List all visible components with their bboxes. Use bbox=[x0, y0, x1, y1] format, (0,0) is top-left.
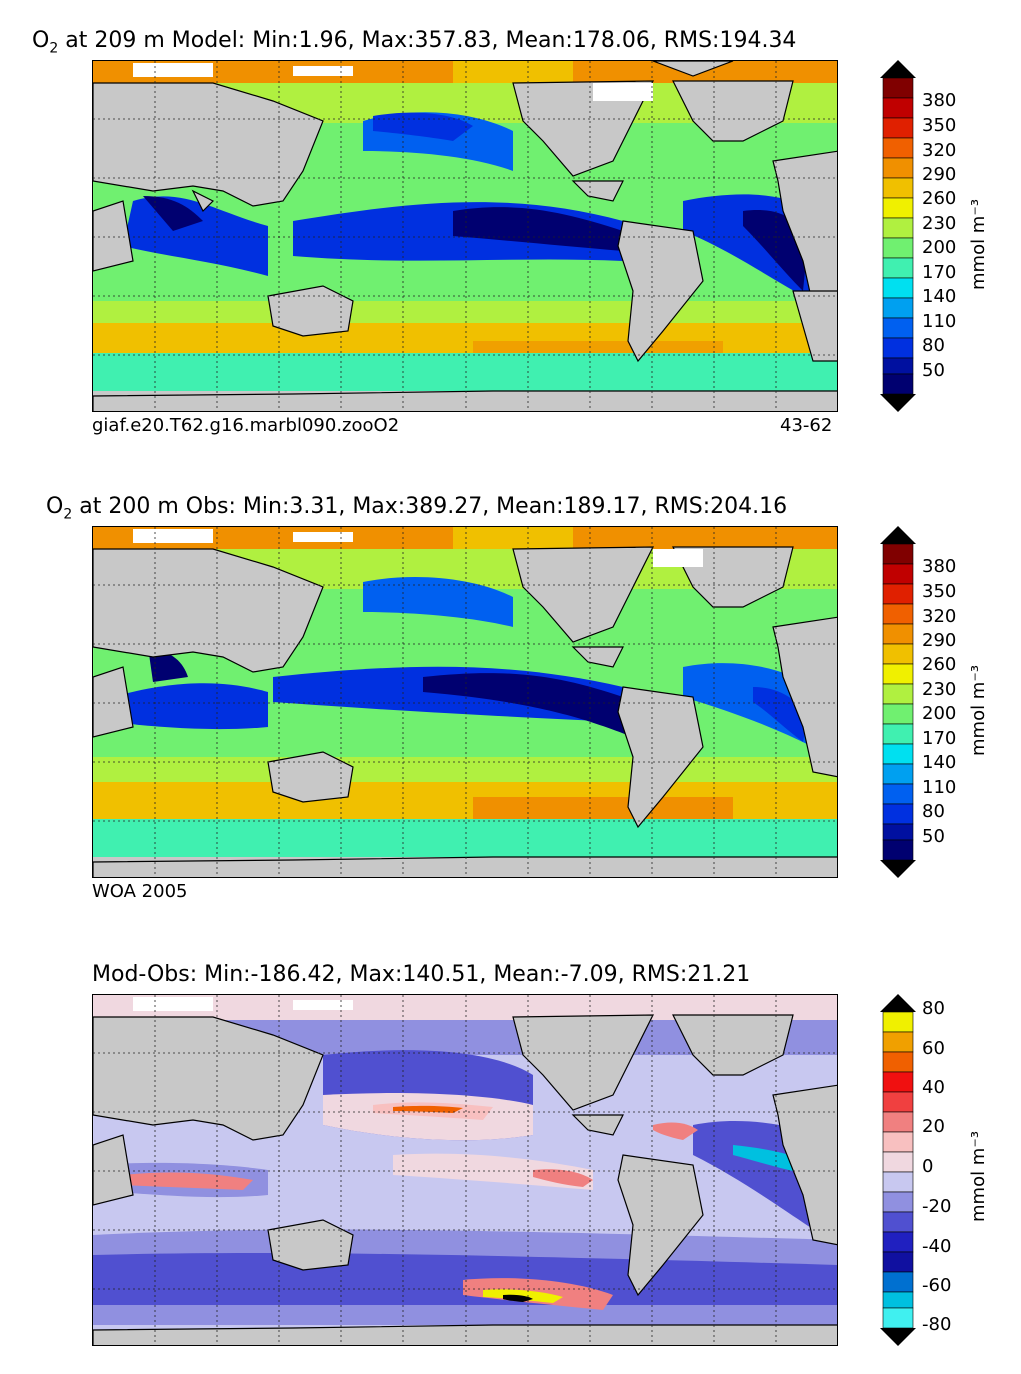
panel2-cbar-tick: 290 bbox=[922, 630, 957, 651]
panel3-diff-map bbox=[92, 994, 838, 1346]
panel2-footer-left: WOA 2005 bbox=[92, 881, 188, 902]
panel1-title-o: O bbox=[32, 28, 50, 53]
panel3-cbar-tick: 80 bbox=[922, 998, 945, 1019]
panel2-colorbar bbox=[880, 526, 916, 878]
panel2-cbar-tick: 380 bbox=[922, 556, 957, 577]
panel1-cbar-tick: 230 bbox=[922, 213, 957, 234]
panel3-cbar-tick: -20 bbox=[922, 1196, 952, 1217]
panel1-title-sub: 2 bbox=[49, 40, 59, 57]
panel1-cbar-tick: 170 bbox=[922, 262, 957, 283]
panel3-cbar-tick: 60 bbox=[922, 1038, 945, 1059]
panel1-colorbar-graphic bbox=[880, 60, 916, 412]
panel2-cbar-tick: 320 bbox=[922, 606, 957, 627]
panel3-cbar-tick: 20 bbox=[922, 1116, 945, 1137]
panel2-title-text: at 200 m Obs: Min:3.31, Max:389.27, Mean… bbox=[72, 494, 788, 519]
panel1-cbar-tick: 350 bbox=[922, 115, 957, 136]
panel1-footer-left: giaf.e20.T62.g16.marbl090.zooO2 bbox=[92, 415, 400, 436]
panel1-model-map bbox=[92, 60, 838, 412]
panel3-cbar-tick: -40 bbox=[922, 1236, 952, 1257]
panel2-cbar-tick: 350 bbox=[922, 581, 957, 602]
panel1-title-text: at 209 m Model: Min:1.96, Max:357.83, Me… bbox=[58, 28, 797, 53]
panel2-cbar-tick: 110 bbox=[922, 777, 957, 798]
panel2-title-o: O bbox=[46, 494, 64, 519]
panel2-cbar-tick: 80 bbox=[922, 801, 945, 822]
panel3-cbar-tick: 40 bbox=[922, 1077, 945, 1098]
panel1-cbar-tick: 50 bbox=[922, 360, 945, 381]
panel1-map-graphic bbox=[93, 61, 837, 411]
panel2-title: O2 at 200 m Obs: Min:3.31, Max:389.27, M… bbox=[46, 494, 787, 522]
panel2-cbar-tick: 200 bbox=[922, 703, 957, 724]
panel2-colorbar-graphic bbox=[880, 526, 916, 878]
panel3-title-text: Mod-Obs: Min:-186.42, Max:140.51, Mean:-… bbox=[92, 962, 751, 987]
panel2-cbar-unit: mmol m⁻³ bbox=[968, 664, 989, 756]
panel2-cbar-tick: 170 bbox=[922, 728, 957, 749]
panel2-cbar-tick: 50 bbox=[922, 826, 945, 847]
panel1-footer-right: 43-62 bbox=[780, 415, 833, 436]
panel2-cbar-tick: 230 bbox=[922, 679, 957, 700]
panel3-cbar-tick: -60 bbox=[922, 1275, 952, 1296]
panel3-title: Mod-Obs: Min:-186.42, Max:140.51, Mean:-… bbox=[92, 962, 750, 987]
panel1-cbar-tick: 80 bbox=[922, 335, 945, 356]
panel3-colorbar-graphic bbox=[880, 994, 916, 1346]
panel1-cbar-tick: 110 bbox=[922, 311, 957, 332]
panel2-map-graphic bbox=[93, 527, 837, 877]
panel3-cbar-unit: mmol m⁻³ bbox=[968, 1130, 989, 1222]
panel3-map-graphic bbox=[93, 995, 837, 1345]
panel1-cbar-tick: 380 bbox=[922, 90, 957, 111]
panel3-colorbar bbox=[880, 994, 916, 1346]
panel1-colorbar bbox=[880, 60, 916, 412]
panel2-obs-map bbox=[92, 526, 838, 878]
panel1-cbar-unit: mmol m⁻³ bbox=[968, 198, 989, 290]
panel1-title: O2 at 209 m Model: Min:1.96, Max:357.83,… bbox=[32, 28, 796, 56]
panel1-cbar-tick: 200 bbox=[922, 237, 957, 258]
panel3-cbar-tick: 0 bbox=[922, 1156, 934, 1177]
panel2-cbar-tick: 260 bbox=[922, 654, 957, 675]
panel2-title-sub: 2 bbox=[63, 506, 73, 523]
panel1-cbar-tick: 290 bbox=[922, 164, 957, 185]
panel3-cbar-tick: -80 bbox=[922, 1314, 952, 1335]
panel2-cbar-tick: 140 bbox=[922, 752, 957, 773]
panel1-cbar-tick: 140 bbox=[922, 286, 957, 307]
panel1-cbar-tick: 260 bbox=[922, 188, 957, 209]
panel1-cbar-tick: 320 bbox=[922, 140, 957, 161]
